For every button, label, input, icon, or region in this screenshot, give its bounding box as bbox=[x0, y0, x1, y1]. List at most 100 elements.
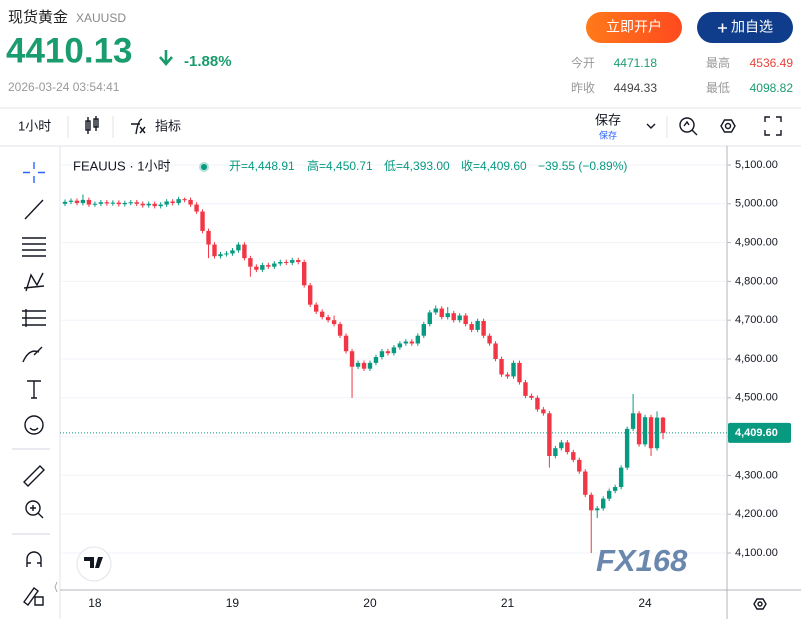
candle-body bbox=[68, 200, 74, 202]
legend-high: 高=4,450.71 bbox=[307, 158, 373, 173]
candle-body bbox=[337, 324, 343, 336]
candle-body bbox=[230, 250, 235, 254]
crosshair-tool[interactable] bbox=[23, 162, 45, 183]
axis-settings[interactable] bbox=[753, 598, 767, 610]
indicators[interactable]: 指标 bbox=[131, 118, 181, 135]
tv-logo bbox=[76, 546, 112, 582]
price: 4410.13 bbox=[6, 31, 133, 70]
x-tick-label: 19 bbox=[226, 596, 240, 610]
stat-label: 今开 bbox=[571, 55, 595, 70]
interval[interactable]: 1小时 bbox=[18, 118, 51, 133]
settings-dot bbox=[724, 122, 732, 130]
plot: 4,100.004,200.004,300.004,400.004,500.00… bbox=[60, 159, 778, 610]
change: -1.88% bbox=[184, 53, 232, 70]
candle-body bbox=[505, 374, 510, 377]
candle-body bbox=[529, 395, 534, 398]
candle-body bbox=[236, 244, 241, 251]
candle-body bbox=[74, 200, 80, 204]
candle-body bbox=[272, 263, 277, 267]
candle-body bbox=[260, 265, 265, 270]
candle-body bbox=[128, 202, 133, 204]
ruler-tool[interactable] bbox=[23, 465, 45, 487]
stat-value: 4471.18 bbox=[614, 56, 658, 70]
legend-low: 低=4,393.00 bbox=[384, 159, 450, 173]
candle-body bbox=[296, 260, 301, 262]
candle-body bbox=[158, 204, 163, 207]
save[interactable]: 保存 保存 bbox=[595, 112, 621, 140]
candle-body bbox=[481, 320, 486, 336]
candle-body bbox=[487, 335, 492, 344]
save-label: 保存 bbox=[595, 112, 621, 127]
collapse-handle[interactable] bbox=[54, 581, 58, 593]
settings-icon[interactable] bbox=[720, 119, 736, 133]
pattern-tool[interactable] bbox=[23, 272, 45, 292]
stat-value: 4494.33 bbox=[614, 81, 658, 95]
candle-body bbox=[266, 265, 271, 267]
open-account-button[interactable]: 立即开户 bbox=[586, 12, 682, 43]
status-dot bbox=[201, 164, 207, 170]
candle-body bbox=[110, 202, 116, 204]
candle-body bbox=[254, 266, 259, 270]
candle-body bbox=[577, 459, 582, 472]
y-tick-label: 4,900.00 bbox=[735, 236, 778, 248]
candle-body bbox=[385, 351, 391, 354]
candle-body bbox=[146, 203, 151, 206]
candle-body bbox=[517, 362, 522, 383]
candle-body bbox=[415, 335, 421, 344]
alert-icon[interactable] bbox=[679, 117, 698, 136]
y-tick-label: 4,600.00 bbox=[735, 353, 778, 365]
candle-body bbox=[433, 308, 438, 313]
candle-body bbox=[403, 341, 409, 344]
stat-label: 昨收 bbox=[571, 81, 595, 95]
prediction-tool[interactable] bbox=[22, 309, 46, 327]
trendline-tool[interactable] bbox=[24, 199, 44, 220]
candle-body bbox=[601, 498, 606, 509]
candle-body bbox=[421, 324, 426, 336]
candle-body bbox=[313, 304, 319, 312]
candle-body bbox=[499, 358, 504, 375]
candle-body bbox=[624, 428, 630, 468]
zoom-plus bbox=[30, 505, 44, 519]
emoji-tool[interactable] bbox=[24, 415, 44, 435]
candle-body bbox=[427, 312, 432, 325]
y-tick-label: 5,100.00 bbox=[735, 159, 778, 171]
zoom-tool[interactable] bbox=[25, 500, 41, 516]
candle-body bbox=[188, 199, 193, 205]
watchlist-button[interactable]: 加自选 bbox=[697, 12, 793, 43]
candle-body bbox=[194, 204, 199, 212]
candle-body bbox=[595, 508, 600, 511]
text-tool[interactable] bbox=[27, 380, 41, 399]
candle-body bbox=[200, 211, 205, 231]
brush-tool[interactable] bbox=[22, 346, 43, 363]
candle-body bbox=[409, 341, 415, 344]
candle-body bbox=[224, 253, 229, 255]
candle-body bbox=[559, 442, 564, 449]
candle-body bbox=[134, 202, 139, 204]
fullscreen-icon[interactable] bbox=[764, 116, 782, 136]
candle-body bbox=[307, 285, 313, 305]
candle-body bbox=[511, 362, 516, 377]
candle-body bbox=[642, 417, 648, 445]
candle-body bbox=[630, 413, 636, 429]
candle-type-icon[interactable] bbox=[85, 116, 99, 134]
candle-body bbox=[218, 254, 223, 257]
magnet-tool[interactable] bbox=[26, 551, 42, 567]
candle-body bbox=[116, 202, 122, 205]
price-tag-label: 4,409.60 bbox=[735, 427, 778, 439]
candle-body bbox=[553, 448, 558, 456]
x-tick-label: 21 bbox=[501, 596, 515, 610]
button-label: 立即开户 bbox=[606, 19, 662, 35]
candle-body bbox=[618, 467, 624, 488]
candle-body bbox=[523, 382, 528, 396]
fib-tool[interactable] bbox=[22, 237, 46, 257]
chevron[interactable] bbox=[646, 123, 656, 129]
candle-body bbox=[92, 203, 98, 205]
candle-body bbox=[248, 258, 253, 267]
x-tick-label: 20 bbox=[363, 596, 377, 610]
lock-tool[interactable] bbox=[23, 587, 44, 606]
candle-body bbox=[284, 261, 289, 263]
stat-value: 4098.82 bbox=[750, 81, 794, 95]
candle-body bbox=[355, 362, 361, 367]
candle-body bbox=[86, 199, 92, 205]
